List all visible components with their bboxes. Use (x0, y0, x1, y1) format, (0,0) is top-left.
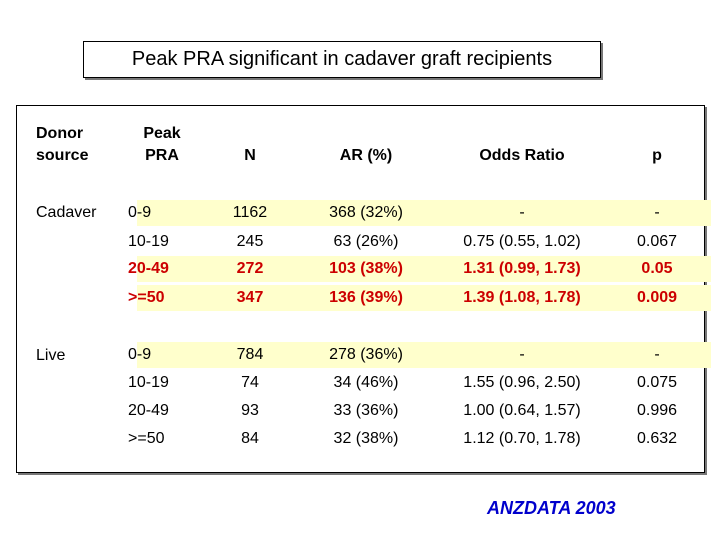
cell-p: 0.05 (641, 260, 673, 277)
cell-n: 272 (236, 260, 264, 277)
group-label: Cadaver (36, 204, 97, 221)
header-donor-line1: Donor (36, 125, 84, 142)
cell-p: 0.009 (636, 289, 678, 306)
header-peak-line1: Peak (143, 125, 181, 142)
slide-title: Peak PRA significant in cadaver graft re… (83, 41, 601, 78)
cell-p: 0.632 (636, 430, 678, 447)
header-p: p (652, 147, 662, 164)
cell-n: 74 (241, 374, 259, 391)
cell-odds: - (519, 204, 525, 221)
cell-peak: 0-9 (128, 204, 152, 221)
cell-p: 0.067 (636, 233, 678, 250)
cell-odds: 1.12 (0.70, 1.78) (463, 430, 581, 447)
cell-ar: 32 (38%) (333, 430, 399, 447)
cell-ar: 63 (26%) (333, 233, 399, 250)
row-highlight (137, 342, 711, 368)
cell-p: - (654, 346, 660, 363)
cell-peak: 0-9 (128, 346, 152, 363)
cell-n: 245 (236, 233, 264, 250)
source-citation: ANZDATA 2003 (487, 498, 616, 518)
cell-n: 93 (241, 402, 259, 419)
header-donor-line2: source (36, 147, 89, 164)
cell-n: 347 (236, 289, 264, 306)
cell-peak: >=50 (128, 430, 165, 447)
row-highlight (137, 256, 711, 282)
cell-n: 84 (241, 430, 259, 447)
results-table: Donor source Peak PRA N AR (%) Odds Rati… (16, 105, 711, 473)
cell-odds: 0.75 (0.55, 1.02) (463, 233, 581, 250)
header-n: N (244, 147, 256, 164)
cell-n: 784 (236, 346, 264, 363)
cell-p: 0.996 (636, 402, 678, 419)
header-odds-ratio: Odds Ratio (479, 147, 565, 164)
cell-ar: 103 (38%) (329, 260, 403, 277)
cell-ar: 33 (36%) (333, 402, 399, 419)
group-label: Live (36, 347, 66, 364)
slide-title-text: Peak PRA significant in cadaver graft re… (131, 48, 553, 70)
cell-p: - (654, 204, 660, 221)
header-ar: AR (%) (339, 147, 393, 164)
cell-p: 0.075 (636, 374, 678, 391)
cell-peak: >=50 (128, 289, 165, 306)
cell-odds: 1.00 (0.64, 1.57) (463, 402, 581, 419)
cell-odds: 1.31 (0.99, 1.73) (463, 260, 581, 277)
cell-ar: 368 (32%) (329, 204, 403, 221)
cell-peak: 10-19 (128, 374, 169, 391)
cell-peak: 20-49 (128, 402, 169, 419)
row-highlight (137, 285, 711, 311)
header-peak-line2: PRA (145, 147, 179, 164)
cell-odds: 1.55 (0.96, 2.50) (463, 374, 581, 391)
cell-peak: 10-19 (128, 233, 169, 250)
cell-ar: 136 (39%) (329, 289, 403, 306)
row-highlight (137, 200, 711, 226)
cell-n: 1162 (232, 204, 268, 221)
cell-peak: 20-49 (128, 260, 169, 277)
cell-ar: 278 (36%) (329, 346, 403, 363)
cell-odds: - (519, 346, 525, 363)
cell-ar: 34 (46%) (333, 374, 399, 391)
cell-odds: 1.39 (1.08, 1.78) (463, 289, 581, 306)
